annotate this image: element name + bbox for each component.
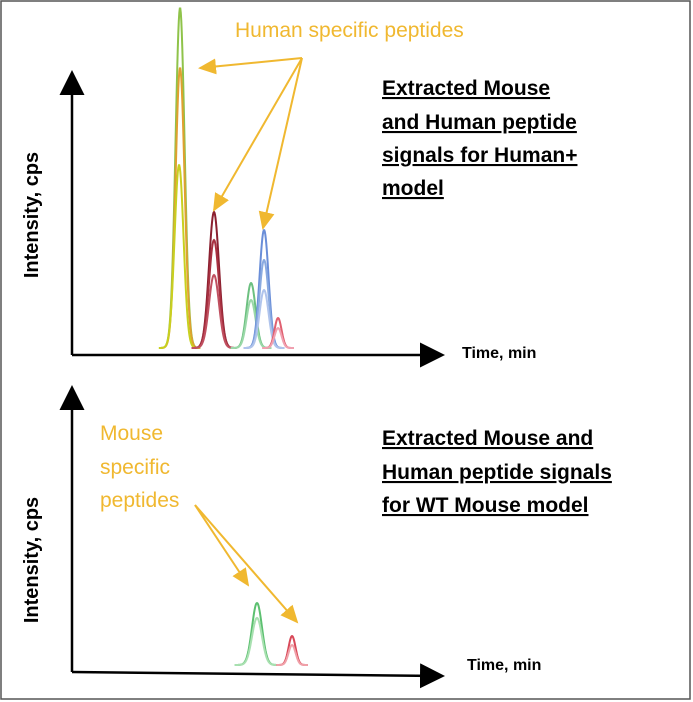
callout-arrows [198,57,303,230]
caption: Extracted Mouse and [382,427,593,450]
callout: peptides [100,489,179,512]
caption: Human peptide signals [382,461,612,484]
caption: and Human peptide [382,111,577,134]
caption: Extracted Mouse [382,77,550,100]
peak [262,327,294,349]
caption: for WT Mouse model [382,494,589,517]
peak [191,273,237,349]
caption: signals for Human+ [382,144,577,167]
callout: specific [100,456,170,479]
x-axis-label: Time, min [462,345,536,362]
callout-arrows [194,504,299,624]
chromatogram-peaks [158,7,308,666]
peak [158,164,200,349]
peak [234,616,280,666]
callout: Mouse [100,422,163,445]
caption: model [382,177,444,200]
x-axis-label: Time, min [467,657,541,674]
peak [276,644,308,666]
x-axis [71,663,445,689]
y-axis-label: Intensity, cps [21,497,43,623]
callout: Human specific peptides [235,19,464,42]
peak [243,289,285,349]
y-axis-label: Intensity, cps [21,152,43,278]
